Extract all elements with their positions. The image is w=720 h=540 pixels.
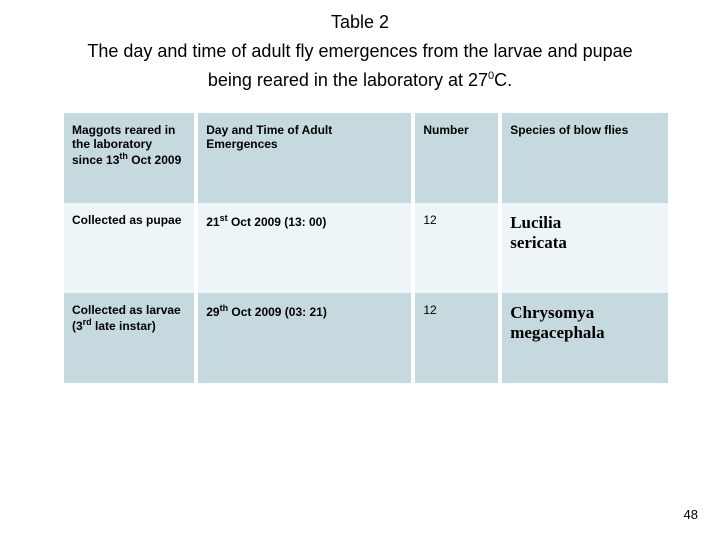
caption-line2-prefix: being reared in the laboratory at 27 <box>208 70 488 90</box>
r1-c0-xs: late instar) <box>92 319 156 333</box>
r0-c1-sup: st <box>220 213 228 223</box>
r0-species-l1: Lucilia <box>510 213 561 232</box>
r1-c1: 29th Oct 2009 (03: 21) <box>198 293 411 383</box>
data-table: Maggots reared in the laboratory since 1… <box>60 113 672 383</box>
r1-species-l2: megacephala <box>510 323 604 342</box>
r1-c1-p: 29 <box>206 305 219 319</box>
table-caption: The day and time of adult fly emergences… <box>0 37 720 95</box>
hdr-c0-l1: Maggots reared in <box>72 123 175 137</box>
r1-c1-s: Oct 2009 (03: 21) <box>228 305 327 319</box>
hdr-col2: Number <box>415 113 498 203</box>
r0-c3: Lucilia sericata <box>502 203 668 293</box>
r1-c0-xp: (3 <box>72 319 83 333</box>
r0-species-l2: sericata <box>510 233 567 252</box>
table-row: Collected as larvae (3rd late instar) 29… <box>64 293 668 383</box>
caption-line2-suffix: C. <box>494 70 512 90</box>
table-label: Table 2 <box>0 12 720 33</box>
r1-c1-sup: th <box>220 303 229 313</box>
r0-c1-p: 21 <box>206 215 219 229</box>
title-block: Table 2 The day and time of adult fly em… <box>0 0 720 95</box>
hdr-col1: Day and Time of Adult Emergences <box>198 113 411 203</box>
r0-c1-s: Oct 2009 (13: 00) <box>228 215 327 229</box>
r0-c0: Collected as pupae <box>64 203 194 293</box>
hdr-col0: Maggots reared in the laboratory since 1… <box>64 113 194 203</box>
hdr-c0-sup: th <box>119 151 128 161</box>
table-header-row: Maggots reared in the laboratory since 1… <box>64 113 668 203</box>
r1-species-l1: Chrysomya <box>510 303 594 322</box>
r1-c0-xsup: rd <box>83 317 92 327</box>
table-row: Collected as pupae 21st Oct 2009 (13: 00… <box>64 203 668 293</box>
r1-c3: Chrysomya megacephala <box>502 293 668 383</box>
page-number: 48 <box>684 507 698 522</box>
r1-c0: Collected as larvae (3rd late instar) <box>64 293 194 383</box>
r0-c0-text: Collected as pupae <box>72 213 181 227</box>
hdr-c0-l2: the laboratory <box>72 137 152 151</box>
hdr-col3: Species of blow flies <box>502 113 668 203</box>
caption-line1: The day and time of adult fly emergences… <box>87 41 632 61</box>
r0-c1: 21st Oct 2009 (13: 00) <box>198 203 411 293</box>
r0-c2: 12 <box>415 203 498 293</box>
hdr-c0-l3p: since 13 <box>72 153 119 167</box>
hdr-c0-l3s: Oct 2009 <box>128 153 181 167</box>
r1-c0-text: Collected as larvae <box>72 303 181 317</box>
r1-c2: 12 <box>415 293 498 383</box>
